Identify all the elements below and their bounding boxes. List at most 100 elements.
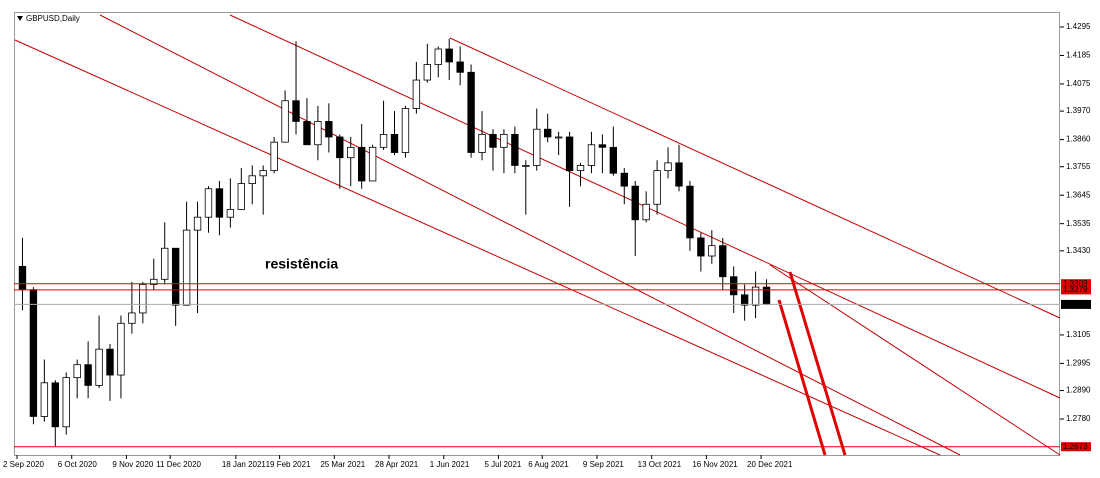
candle-body [40, 382, 49, 417]
trend-line [769, 264, 1061, 456]
candle-body [642, 203, 650, 221]
candle-body [336, 136, 344, 159]
candle-body [412, 79, 421, 109]
candle-body [325, 121, 333, 138]
candle-body [390, 133, 399, 153]
candle-body [29, 289, 38, 417]
candle-body [281, 100, 289, 143]
y-tick-label: 1.3535 [1066, 219, 1091, 228]
trend-line [449, 37, 1061, 319]
chart-title: GBPUSD,Daily [26, 14, 80, 23]
candle-body [554, 136, 563, 139]
candle-body [237, 183, 245, 210]
candle-body [347, 146, 355, 159]
candle-body [522, 165, 530, 167]
price-label: 1.3279 [1063, 285, 1088, 294]
candle-body [357, 146, 366, 182]
price-label: 1.3303 [1063, 279, 1088, 288]
candle-body [193, 216, 202, 231]
trend-line [14, 39, 941, 456]
candle-body [161, 247, 169, 280]
candle-body [401, 108, 410, 153]
y-tick-label: 1.3430 [1066, 246, 1091, 255]
y-tick-label: 1.3645 [1066, 190, 1091, 199]
candle-body [423, 64, 432, 81]
x-tick-label: 18 Jan 2021 [222, 460, 267, 469]
y-tick-label: 1.4295 [1066, 22, 1091, 31]
candle-body [248, 175, 256, 184]
menu-arrow [17, 16, 23, 21]
candle-body [587, 144, 596, 166]
candle-body [620, 172, 628, 187]
candle-body [719, 245, 727, 278]
x-tick-label: 19 Feb 2021 [266, 460, 311, 469]
candle-body [708, 245, 716, 257]
projection-line [788, 271, 847, 456]
x-tick-label: 6 Oct 2020 [58, 460, 98, 469]
y-tick-label: 1.2890 [1066, 386, 1091, 395]
candle-body [303, 121, 311, 146]
price-label: 1.3223 [1063, 300, 1088, 309]
x-tick-label: 9 Nov 2020 [112, 460, 153, 469]
x-tick-label: 11 Dec 2020 [156, 460, 201, 469]
y-tick-label: 1.3970 [1066, 106, 1091, 115]
x-tick-label: 5 Jul 2021 [484, 460, 521, 469]
candle-body [740, 294, 749, 306]
price-label-bg [1061, 279, 1091, 289]
candle-body [664, 162, 672, 172]
x-tick-label: 2 Sep 2020 [3, 460, 44, 469]
candle-body [533, 128, 541, 166]
candle-body [489, 133, 497, 148]
x-tick-label: 13 Oct 2021 [638, 460, 682, 469]
plot-frame [14, 12, 1060, 456]
x-tick-label: 25 Mar 2021 [320, 460, 365, 469]
candle-body [467, 71, 475, 153]
price-label-bg [1061, 442, 1091, 452]
candle-body [576, 165, 585, 172]
candle-body [171, 247, 180, 306]
candle-body [653, 170, 661, 205]
candle-body [95, 348, 103, 386]
candle-body [368, 146, 377, 182]
y-tick-label: 1.2995 [1066, 359, 1091, 368]
x-tick-label: 16 Nov 2021 [692, 460, 738, 469]
candle-body [73, 364, 81, 379]
candle-body [379, 133, 388, 148]
candle-body [434, 48, 442, 65]
y-tick-label: 1.3755 [1066, 162, 1091, 171]
x-tick-label: 6 Aug 2021 [528, 460, 569, 469]
candle-body [270, 141, 278, 172]
price-label: 1.2673 [1063, 442, 1088, 451]
candle-body [314, 121, 322, 146]
annotation: resistência [265, 256, 338, 272]
y-tick-label: 1.4185 [1066, 51, 1091, 60]
candle-body [84, 364, 92, 386]
price-label-bg [1061, 285, 1091, 295]
candle-body [544, 128, 552, 138]
candle-body [215, 188, 224, 218]
candle-body [139, 284, 147, 314]
candle-body [456, 61, 464, 73]
y-tick-label: 1.3105 [1066, 330, 1091, 339]
x-tick-label: 20 Dec 2021 [747, 460, 793, 469]
y-tick-label: 1.2780 [1066, 414, 1091, 423]
projection-line [777, 299, 827, 456]
candle-body [62, 377, 70, 428]
candle-body [18, 265, 27, 291]
candle-body [609, 146, 618, 174]
candle-body [511, 133, 519, 166]
candle-body [675, 162, 683, 187]
trend-line [99, 14, 961, 456]
candle-body [686, 185, 694, 239]
candle-body [106, 348, 114, 376]
candle-body [292, 100, 300, 122]
candle-body [598, 144, 607, 148]
x-tick-label: 9 Sep 2021 [583, 460, 624, 469]
candle-body [751, 286, 760, 306]
candle-body [128, 312, 136, 324]
candle-body [259, 170, 267, 177]
candle-body [478, 133, 486, 153]
candle-body [182, 229, 191, 306]
